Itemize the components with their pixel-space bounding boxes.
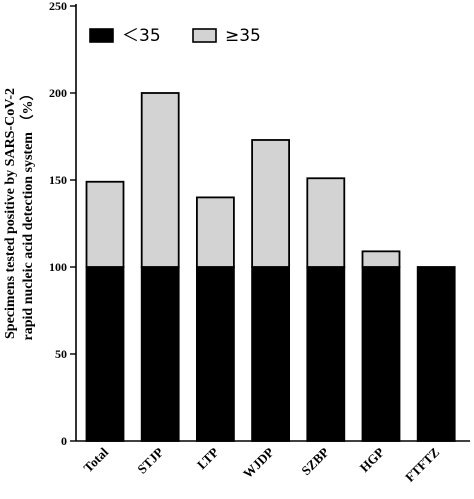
bar-hgp-series-1 bbox=[361, 250, 401, 268]
y-axis-title-line: rapid nucleic acid detection system （%） bbox=[20, 87, 36, 341]
bar-szbp-series-1 bbox=[306, 177, 346, 268]
x-category-labels: Total STJP LTP WJDP SZBP HGP FTFTZ bbox=[80, 444, 442, 485]
legend-label: ≥35 bbox=[225, 26, 261, 46]
x-category-label: WJDP bbox=[240, 444, 277, 481]
x-category-label: STJP bbox=[134, 444, 166, 476]
y-axis-title-line: Specimens tested positive by SARS-CoV-2 bbox=[3, 88, 18, 339]
y-tick-label: 50 bbox=[55, 347, 67, 361]
x-category-label: LTP bbox=[194, 444, 222, 472]
x-category-label: FTFTZ bbox=[402, 444, 442, 484]
x-category-label: Total bbox=[80, 444, 111, 475]
bar-total-series-1 bbox=[85, 180, 125, 268]
x-category-label: SZBP bbox=[298, 444, 332, 478]
bar-ftftz-series-0 bbox=[416, 266, 456, 442]
y-tick-label: 150 bbox=[49, 173, 67, 187]
bar-hgp-series-0 bbox=[361, 266, 401, 442]
bar-wjdp-series-1 bbox=[251, 139, 291, 268]
legend-swatch bbox=[89, 28, 114, 43]
y-tick-label: 0 bbox=[61, 434, 67, 448]
bar-stjp-series-0 bbox=[140, 266, 180, 442]
y-ticks: 0 50 100 150 200 250 bbox=[49, 0, 76, 448]
legend-label: ＜35 bbox=[122, 26, 161, 46]
y-tick-label: 200 bbox=[49, 86, 67, 100]
bar-ltp-series-1 bbox=[195, 196, 235, 268]
bar-szbp-series-0 bbox=[306, 266, 346, 442]
bar-wjdp-series-0 bbox=[251, 266, 291, 442]
axes bbox=[75, 4, 470, 442]
legend: ＜35 ≥35 bbox=[89, 26, 261, 46]
bar-stjp-series-1 bbox=[140, 92, 180, 268]
y-axis-title: Specimens tested positive by SARS-CoV-2 r… bbox=[3, 87, 36, 341]
bar-total-series-0 bbox=[85, 266, 125, 442]
x-category-label: HGP bbox=[357, 444, 388, 475]
y-tick-label: 250 bbox=[49, 0, 67, 13]
legend-swatch bbox=[192, 28, 217, 43]
bars bbox=[85, 92, 456, 442]
bar-ltp-series-0 bbox=[195, 266, 235, 442]
y-tick-label: 100 bbox=[49, 260, 67, 274]
